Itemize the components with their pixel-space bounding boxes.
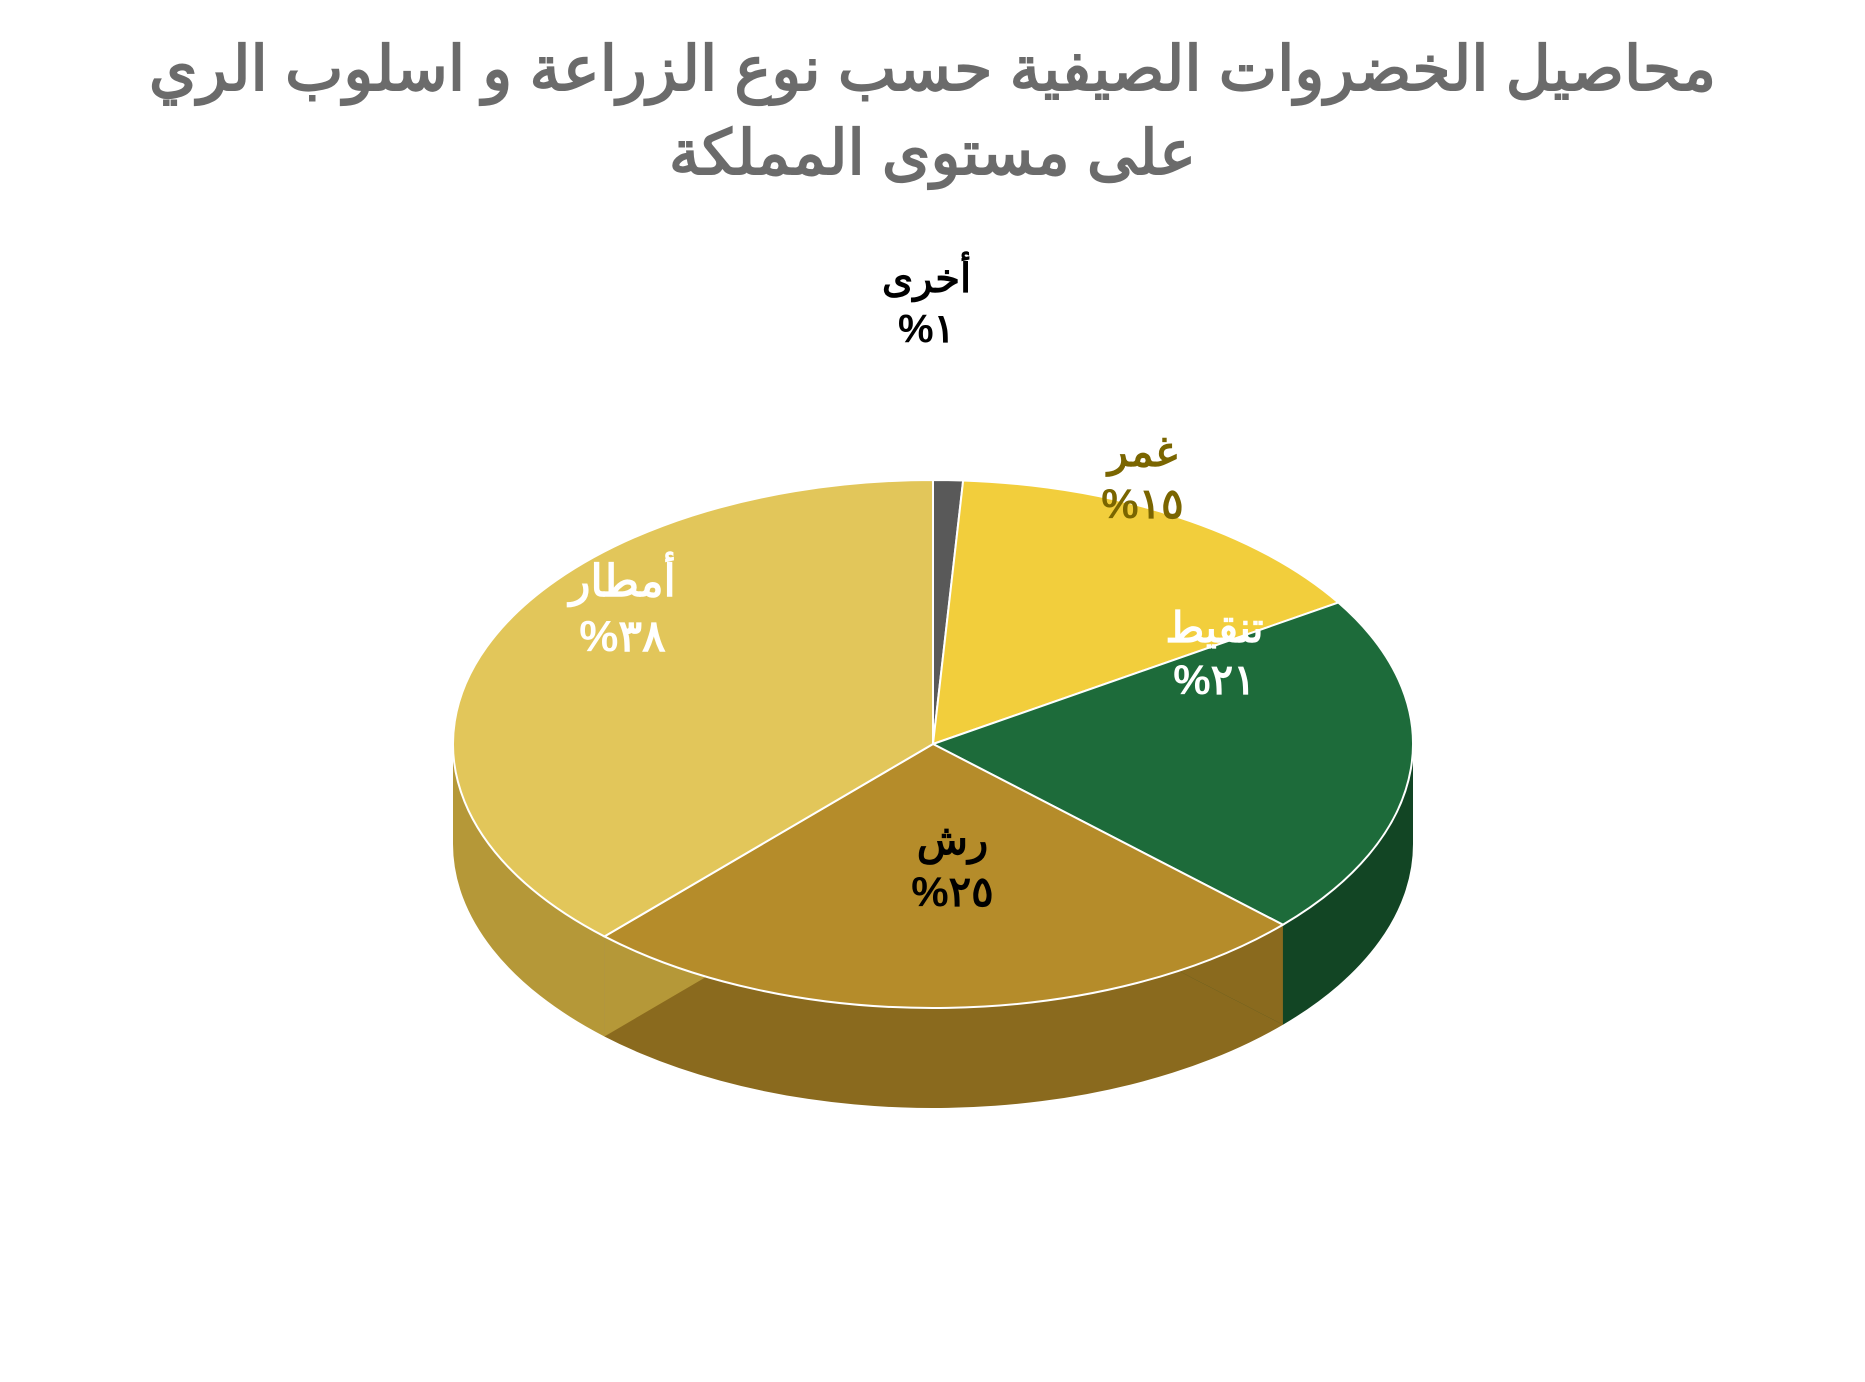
pie-label-flood: غمر%١٥ — [1023, 426, 1263, 531]
pie-label-name: غمر — [1023, 426, 1263, 479]
pie-label-other: أخرى%١ — [807, 254, 1047, 354]
pie-label-pct: %٢٥ — [833, 866, 1073, 919]
pie-label-name: أخرى — [807, 254, 1047, 304]
pie-label-rain: أمطار%٣٨ — [503, 554, 743, 664]
pie-label-pct: %١ — [807, 304, 1047, 354]
pie-label-pct: %١٥ — [1023, 478, 1263, 531]
pie-label-spray: رش%٢٥ — [833, 814, 1073, 919]
pie-label-name: رش — [833, 814, 1073, 867]
pie-label-pct: %٢١ — [1095, 654, 1335, 707]
pie-label-name: تنقيط — [1095, 602, 1335, 655]
pie-label-drip: تنقيط%٢١ — [1095, 602, 1335, 707]
chart-title: محاصيل الخضروات الصيفية حسب نوع الزراعة … — [0, 0, 1865, 195]
pie-label-name: أمطار — [503, 554, 743, 609]
pie-label-pct: %٣٨ — [503, 609, 743, 664]
pie-chart: أخرى%١غمر%١٥تنقيط%٢١رش%٢٥أمطار%٣٨ — [353, 274, 1513, 1274]
